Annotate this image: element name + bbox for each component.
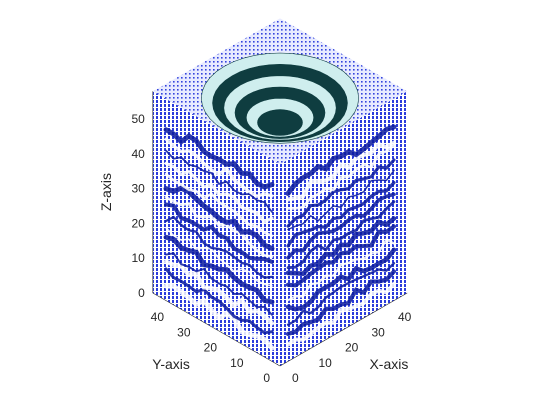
z-tick-label: 10 — [131, 251, 145, 265]
surface-ring — [257, 109, 303, 136]
voxel-band — [164, 267, 274, 335]
voxel-band — [165, 149, 273, 213]
voxel-volume — [152, 18, 408, 366]
tick-labels: 0 10 20 30 40 0 10 20 30 40 0 10 20 30 40 50 — [131, 112, 411, 385]
y-tick-label: 10 — [230, 356, 244, 370]
voxel-band — [165, 252, 273, 316]
top-surface-ring — [200, 52, 360, 144]
voxel-band — [165, 226, 273, 287]
voxel-band — [287, 169, 395, 231]
voxel-band — [286, 238, 396, 302]
voxel-band — [286, 200, 396, 270]
y-tick-label: 40 — [151, 310, 165, 324]
voxel-band — [285, 124, 397, 196]
voxel-band — [163, 283, 275, 351]
y-tick-label: 0 — [263, 371, 270, 385]
voxel-band — [286, 262, 396, 326]
voxel-band — [164, 215, 274, 279]
z-axis-label: Z-axis — [98, 173, 114, 211]
voxel-band — [285, 269, 397, 336]
voxel-band — [163, 185, 275, 251]
x-axis-line — [279, 292, 408, 367]
voxel-band-layer — [163, 124, 397, 351]
x-tick-label: 30 — [372, 325, 386, 339]
y-tick-label: 30 — [177, 325, 191, 339]
z-tick-label: 30 — [131, 182, 145, 196]
x-tick-label: 40 — [398, 310, 412, 324]
y-axis-label: Y-axis — [152, 356, 190, 372]
voxel-band — [286, 181, 396, 248]
voxel-band — [164, 195, 274, 258]
x-tick-label: 0 — [292, 371, 299, 385]
voxel-band — [164, 137, 274, 198]
voxel-band — [286, 144, 396, 210]
voxel-band — [163, 259, 275, 326]
x-tick-label: 20 — [345, 341, 359, 355]
voxel-band — [163, 127, 275, 190]
voxel-band — [285, 247, 397, 312]
z-tick-label: 40 — [131, 147, 145, 161]
y-tick-label: 20 — [204, 341, 218, 355]
voxel-band — [285, 140, 397, 202]
z-tick-label: 20 — [131, 216, 145, 230]
voxel-band — [163, 234, 275, 305]
voxel-band — [164, 172, 274, 238]
x-axis-label: X-axis — [369, 356, 408, 372]
z-tick-label: 0 — [138, 286, 145, 300]
voxel-band — [164, 161, 274, 224]
voxel-band — [286, 281, 396, 347]
x-tick-label: 10 — [319, 356, 333, 370]
voxel-band — [285, 224, 397, 288]
axes — [152, 91, 408, 367]
voxel-band — [286, 158, 396, 228]
voxel-band — [164, 202, 274, 264]
y-axis-line — [152, 292, 281, 367]
z-tick-label: 50 — [131, 112, 145, 126]
voxel-band — [285, 216, 397, 277]
voxel-band — [286, 192, 396, 260]
